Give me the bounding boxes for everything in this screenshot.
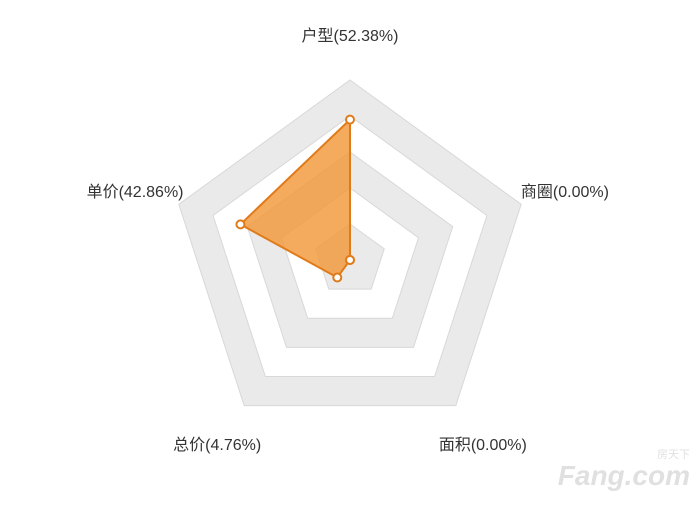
radar-data-point: [346, 256, 354, 264]
axis-label-mianji: 面积(0.00%): [439, 431, 527, 455]
watermark: 房天下 Fang.com: [558, 448, 690, 490]
radar-chart-svg: [0, 0, 700, 500]
axis-label-danjia: 单价(42.86%): [87, 178, 184, 202]
watermark-line2: Fang.com: [558, 462, 690, 490]
axis-label-shangquan: 商圈(0.00%): [521, 178, 609, 202]
radar-data-point: [333, 273, 341, 281]
radar-chart-container: 户型(52.38%) 商圈(0.00%) 面积(0.00%) 总价(4.76%) 单价(…: [0, 0, 700, 500]
radar-data-point: [346, 116, 354, 124]
axis-label-zongjia: 总价(4.76%): [173, 431, 261, 455]
axis-label-huxing: 户型(52.38%): [302, 22, 399, 46]
radar-data-point: [236, 220, 244, 228]
